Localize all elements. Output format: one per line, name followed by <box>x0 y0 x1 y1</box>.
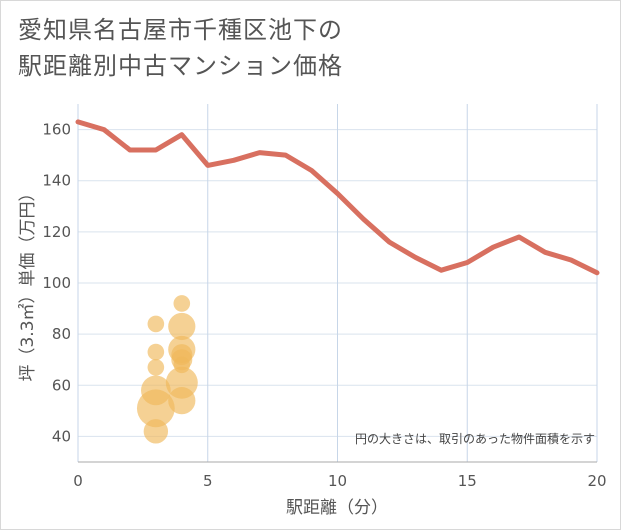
y-tick-label: 120 <box>42 223 71 241</box>
x-tick-labels: 0 5 10 15 20 <box>73 472 606 490</box>
scatter-point <box>173 295 191 312</box>
chart-title: 愛知県名古屋市千種区池下の 駅距離別中古マンション価格 <box>18 12 343 84</box>
scatter-point <box>140 375 171 406</box>
scatter-point <box>147 315 165 333</box>
scatter-point <box>143 419 169 444</box>
chart-title-line2: 駅距離別中古マンション価格 <box>18 52 343 80</box>
x-tick-label: 10 <box>328 472 347 490</box>
scatter-point <box>147 343 165 361</box>
scatter-point <box>168 312 196 341</box>
x-tick-label: 0 <box>73 472 83 490</box>
scatter-point <box>173 356 191 374</box>
y-tick-label: 40 <box>52 427 71 445</box>
chart-title-line1: 愛知県名古屋市千種区池下の <box>18 16 343 44</box>
y-tick-label: 160 <box>42 121 71 139</box>
x-tick-label: 15 <box>458 472 477 490</box>
scatter-point <box>168 387 196 415</box>
x-tick-label: 20 <box>587 472 606 490</box>
size-annotation: 円の大きさは、取引のあった物件面積を示す <box>355 431 595 446</box>
y-tick-label: 80 <box>52 325 71 343</box>
scatter-point <box>147 359 165 376</box>
price-line-path <box>75 119 600 276</box>
y-axis-label: 坪（3.3㎡）単価（万円） <box>18 184 38 381</box>
y-tick-labels: 40 60 80 100 120 140 160 <box>42 121 71 446</box>
x-tick-label: 5 <box>203 472 213 490</box>
y-tick-label: 100 <box>42 274 71 292</box>
y-tick-label: 60 <box>52 376 71 394</box>
scatter-points <box>136 295 198 444</box>
x-axis-label: 駅距離（分） <box>286 498 388 518</box>
price-line <box>75 119 600 276</box>
y-tick-label: 140 <box>42 172 71 190</box>
